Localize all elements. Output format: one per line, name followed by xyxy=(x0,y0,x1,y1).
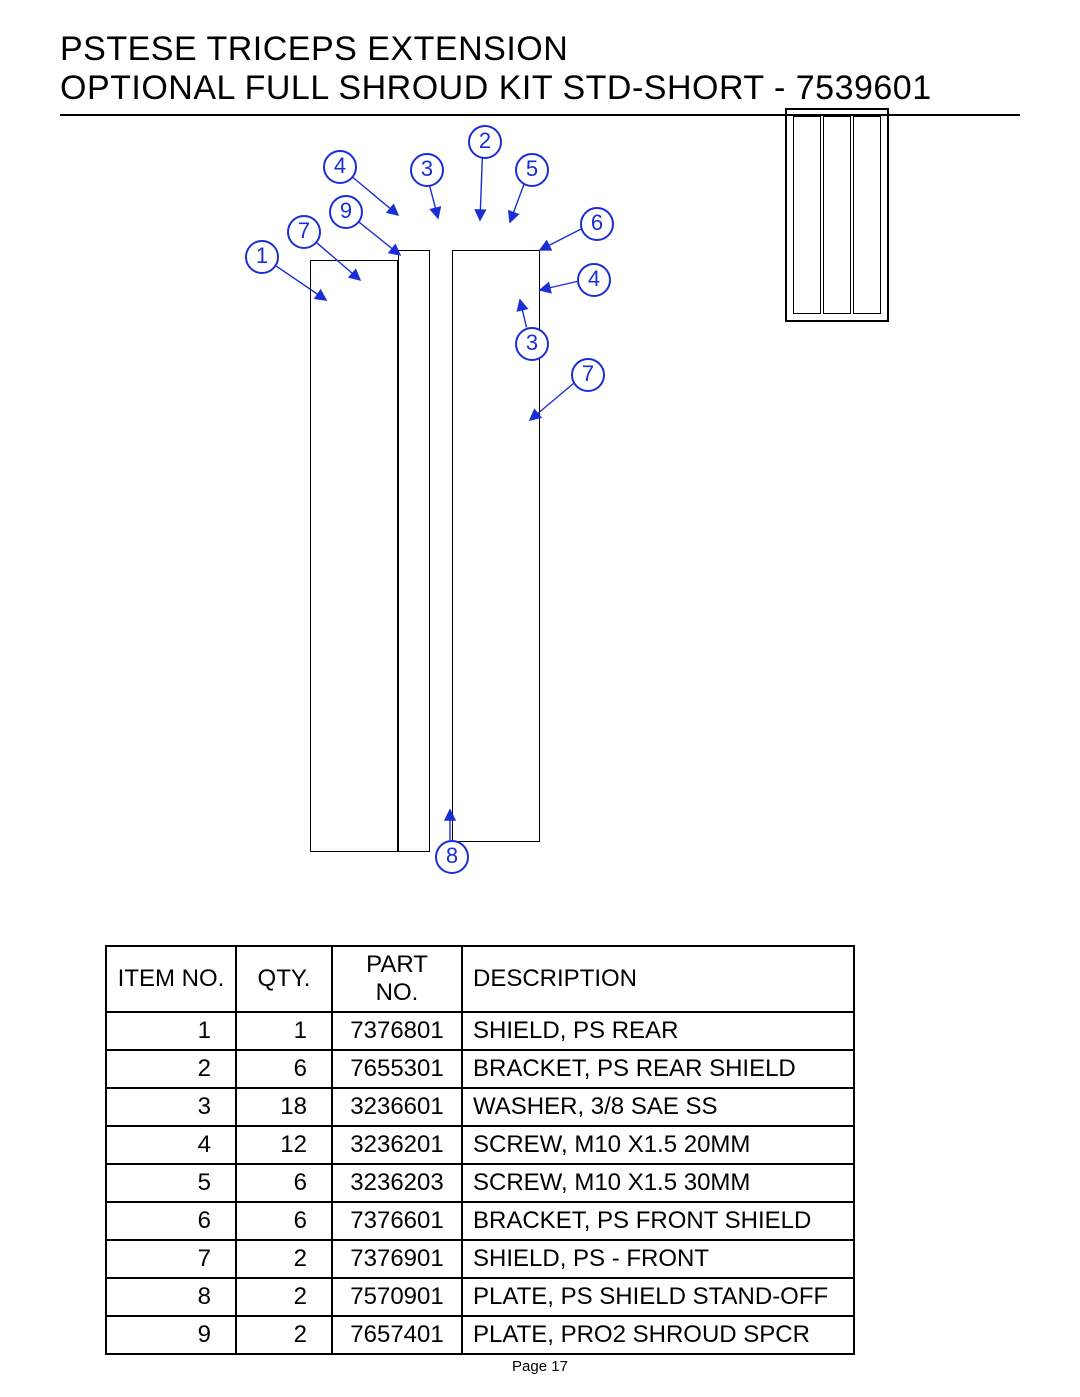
cell-desc: SCREW, M10 X1.5 20MM xyxy=(462,1126,854,1164)
cell: 6 xyxy=(106,1202,236,1240)
leader-lines xyxy=(0,0,1080,910)
cell-desc: SHIELD, PS - FRONT xyxy=(462,1240,854,1278)
page-footer: Page 17 xyxy=(0,1358,1080,1375)
cell-desc: SHIELD, PS REAR xyxy=(462,1012,854,1050)
callout-balloon: 9 xyxy=(329,195,363,229)
cell: 3 xyxy=(106,1088,236,1126)
cell-desc: BRACKET, PS FRONT SHIELD xyxy=(462,1202,854,1240)
cell: 12 xyxy=(236,1126,332,1164)
table-row: 827570901PLATE, PS SHIELD STAND-OFF xyxy=(106,1278,854,1316)
cell: 2 xyxy=(106,1050,236,1088)
parts-table: ITEM NO.QTY.PART NO.DESCRIPTION 11737680… xyxy=(105,945,855,1355)
cell: 7657401 xyxy=(332,1316,462,1354)
cell: 6 xyxy=(236,1050,332,1088)
assembled-thumbnail xyxy=(785,108,889,322)
cell-desc: SCREW, M10 X1.5 30MM xyxy=(462,1164,854,1202)
callout-balloon: 3 xyxy=(515,327,549,361)
cell: 7655301 xyxy=(332,1050,462,1088)
cell-desc: WASHER, 3/8 SAE SS xyxy=(462,1088,854,1126)
cell: 7 xyxy=(106,1240,236,1278)
cell: 2 xyxy=(236,1278,332,1316)
callout-balloon: 7 xyxy=(287,215,321,249)
callout-balloon: 2 xyxy=(468,125,502,159)
cell: 8 xyxy=(106,1278,236,1316)
cell: 7376901 xyxy=(332,1240,462,1278)
table-row: 927657401PLATE, PRO2 SHROUD SPCR xyxy=(106,1316,854,1354)
callout-balloon: 8 xyxy=(435,840,469,874)
table-row: 3183236601WASHER, 3/8 SAE SS xyxy=(106,1088,854,1126)
cell: 1 xyxy=(106,1012,236,1050)
cell-desc: PLATE, PS SHIELD STAND-OFF xyxy=(462,1278,854,1316)
callout-balloon: 6 xyxy=(580,207,614,241)
callout-balloon: 4 xyxy=(323,150,357,184)
cell: 3236601 xyxy=(332,1088,462,1126)
cell: 7570901 xyxy=(332,1278,462,1316)
shield-rear-panel xyxy=(310,260,398,852)
callout-balloon: 5 xyxy=(515,153,549,187)
cell-desc: BRACKET, PS REAR SHIELD xyxy=(462,1050,854,1088)
callout-balloon: 1 xyxy=(245,240,279,274)
table-row: 667376601BRACKET, PS FRONT SHIELD xyxy=(106,1202,854,1240)
table-row: 4123236201SCREW, M10 X1.5 20MM xyxy=(106,1126,854,1164)
cell: 7376801 xyxy=(332,1012,462,1050)
callout-balloon: 3 xyxy=(410,153,444,187)
cell: 1 xyxy=(236,1012,332,1050)
cell: 2 xyxy=(236,1240,332,1278)
exploded-diagram: 423597164378 xyxy=(0,0,1080,910)
cell: 2 xyxy=(236,1316,332,1354)
cell: 3236201 xyxy=(332,1126,462,1164)
table-row: 117376801SHIELD, PS REAR xyxy=(106,1012,854,1050)
cell: 7376601 xyxy=(332,1202,462,1240)
col-header: QTY. xyxy=(236,946,332,1012)
callout-balloon: 4 xyxy=(577,263,611,297)
cell: 18 xyxy=(236,1088,332,1126)
col-header: DESCRIPTION xyxy=(462,946,854,1012)
cell: 6 xyxy=(236,1164,332,1202)
col-header: PART NO. xyxy=(332,946,462,1012)
table-row: 563236203SCREW, M10 X1.5 30MM xyxy=(106,1164,854,1202)
cell: 6 xyxy=(236,1202,332,1240)
cell-desc: PLATE, PRO2 SHROUD SPCR xyxy=(462,1316,854,1354)
cell: 3236203 xyxy=(332,1164,462,1202)
cell: 9 xyxy=(106,1316,236,1354)
cell: 5 xyxy=(106,1164,236,1202)
shield-mid-panel xyxy=(398,250,430,852)
cell: 4 xyxy=(106,1126,236,1164)
callout-balloon: 7 xyxy=(571,358,605,392)
table-row: 267655301BRACKET, PS REAR SHIELD xyxy=(106,1050,854,1088)
col-header: ITEM NO. xyxy=(106,946,236,1012)
parts-table-wrap: ITEM NO.QTY.PART NO.DESCRIPTION 11737680… xyxy=(0,925,1080,1355)
table-row: 727376901SHIELD, PS - FRONT xyxy=(106,1240,854,1278)
